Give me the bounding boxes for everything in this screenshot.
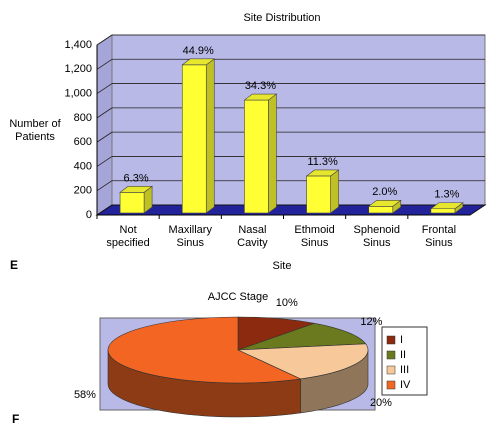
bar-top	[119, 186, 153, 193]
x-tick-label: Ethmoid Sinus	[294, 224, 335, 249]
panel-label: E	[10, 258, 18, 272]
y-tick-label: 1,000	[64, 87, 92, 99]
value-label: 20%	[370, 397, 392, 409]
y-tick-label: 0	[86, 209, 92, 221]
grid-line	[96, 156, 113, 167]
pie-slice	[237, 322, 367, 351]
bar	[244, 99, 269, 214]
chart-title: AJCC Stage	[208, 291, 269, 303]
y-tick-label: 600	[74, 136, 92, 148]
grid-line	[96, 180, 113, 192]
bar	[119, 192, 145, 214]
value-label: 58%	[74, 389, 96, 401]
chart-title: Site Distribution	[243, 12, 320, 24]
grid-line	[96, 83, 113, 94]
bar-top	[367, 200, 402, 207]
bar-side	[330, 169, 339, 214]
y-tick-label: 1,400	[64, 39, 92, 51]
bar-top	[305, 169, 340, 177]
value-label: 34.3%	[245, 80, 276, 92]
pie-slice	[107, 316, 302, 384]
bar-side	[205, 58, 215, 214]
x-tick-label: Frontal Sinus	[421, 224, 457, 249]
value-label: 6.3%	[124, 172, 149, 184]
y-tick-label: 200	[74, 185, 92, 197]
legend-label: III	[400, 364, 409, 376]
value-label: 12%	[360, 316, 382, 328]
x-tick-label: Maxillary Sinus	[168, 224, 212, 249]
pie-slice	[237, 316, 316, 351]
legend-swatch	[386, 335, 396, 345]
y-axis-label: Number of Patients	[9, 118, 61, 143]
x-tick-label: Not specified	[106, 224, 150, 249]
x-tick-label: Sphenoid Sinus	[353, 224, 401, 249]
legend-swatch	[386, 380, 396, 390]
legend-label: I	[400, 334, 403, 346]
back-wall	[111, 34, 486, 206]
grid-line	[96, 107, 113, 119]
y-tick-label: 400	[74, 160, 92, 172]
bar	[430, 208, 456, 214]
bar	[306, 175, 331, 214]
legend-label: II	[400, 349, 406, 361]
value-label: 2.0%	[372, 186, 397, 198]
x-tick-label: Nasal Cavity	[237, 224, 268, 249]
value-label: 10%	[276, 297, 298, 309]
legend-swatch	[386, 350, 396, 360]
bar-top	[181, 58, 216, 66]
bar-top	[243, 93, 278, 101]
bar	[368, 206, 394, 214]
value-label: 11.3%	[307, 156, 338, 168]
bar	[181, 64, 207, 214]
value-label: 1.3%	[434, 189, 459, 201]
grid-line	[96, 58, 113, 70]
bar-side	[268, 93, 277, 214]
grid-line	[96, 34, 113, 46]
y-tick-label: 800	[74, 112, 92, 124]
floor	[95, 204, 487, 216]
legend-swatch	[386, 365, 396, 375]
y-tick-label: 1,200	[64, 63, 92, 75]
x-axis-label: Site	[273, 260, 292, 272]
panel-label: F	[12, 412, 19, 426]
grid-line	[96, 131, 113, 143]
legend-label: IV	[400, 379, 411, 391]
side-wall	[96, 34, 113, 216]
pie-slice	[237, 343, 369, 380]
value-label: 44.9%	[183, 45, 214, 57]
bar-top	[430, 202, 464, 210]
